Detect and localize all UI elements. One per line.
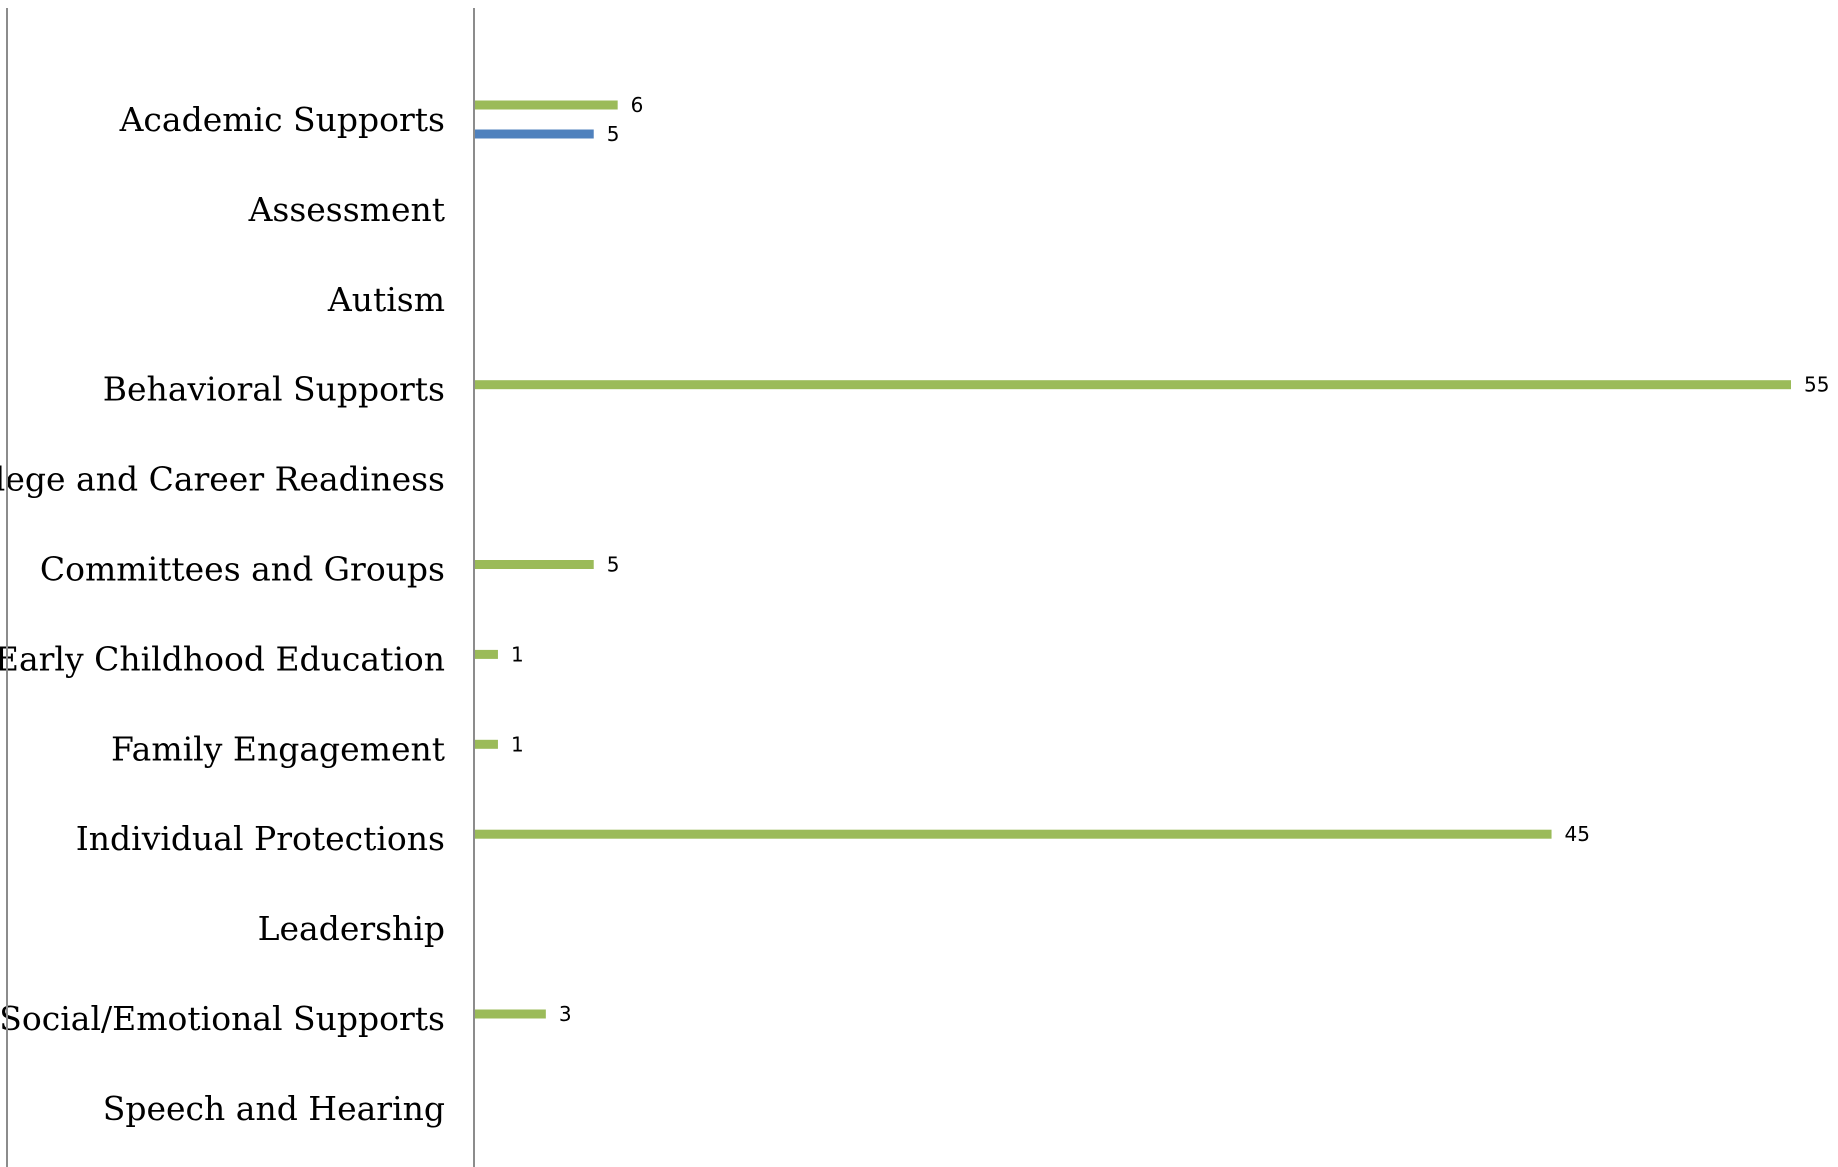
data-label-academic-supports-series-1: 6 [631,93,644,117]
category-label-committees-and-groups: Committees and Groups [40,550,445,589]
data-label-behavioral-supports-series-1: 55 [1804,373,1829,397]
category-label-family-engagement: Family Engagement [111,729,445,768]
bar-academic-supports-series-1 [474,100,618,110]
bar-behavioral-supports-series-1 [474,380,1791,390]
category-label-academic-supports: Academic Supports [119,100,445,139]
category-label-college-and-career-readiness: College and Career Readiness [0,460,445,499]
category-labels: Academic Supports Assessment Autism Behavio… [0,100,445,1128]
category-label-individual-protections: Individual Protections [76,819,445,858]
category-label-early-childhood-education: Early Childhood Education [0,639,445,678]
data-label-individual-protections-series-1: 45 [1565,822,1590,846]
data-label-committees-and-groups-series-1: 5 [607,553,620,577]
data-label-family-engagement-series-1: 1 [511,732,524,756]
data-label-academic-supports-series-2: 5 [607,122,620,146]
bar-individual-protections-series-1 [474,829,1552,839]
bar-early-childhood-education-series-1 [474,649,498,659]
category-label-behavioral-supports: Behavioral Supports [103,370,445,409]
category-label-speech-and-hearing: Speech and Hearing [103,1089,445,1128]
category-label-leadership: Leadership [258,909,445,948]
bar-academic-supports-series-2 [474,129,594,139]
bar-social-emotional-supports-series-1 [474,1009,546,1019]
category-label-autism: Autism [327,280,445,319]
bar-family-engagement-series-1 [474,739,498,749]
data-label-early-childhood-education-series-1: 1 [511,642,524,666]
bars [474,100,1791,1019]
data-label-social-emotional-supports-series-1: 3 [559,1002,572,1026]
bar-committees-and-groups-series-1 [474,560,594,569]
category-label-assessment: Assessment [248,190,445,229]
category-label-social-emotional-supports: Social/Emotional Supports [0,999,445,1038]
